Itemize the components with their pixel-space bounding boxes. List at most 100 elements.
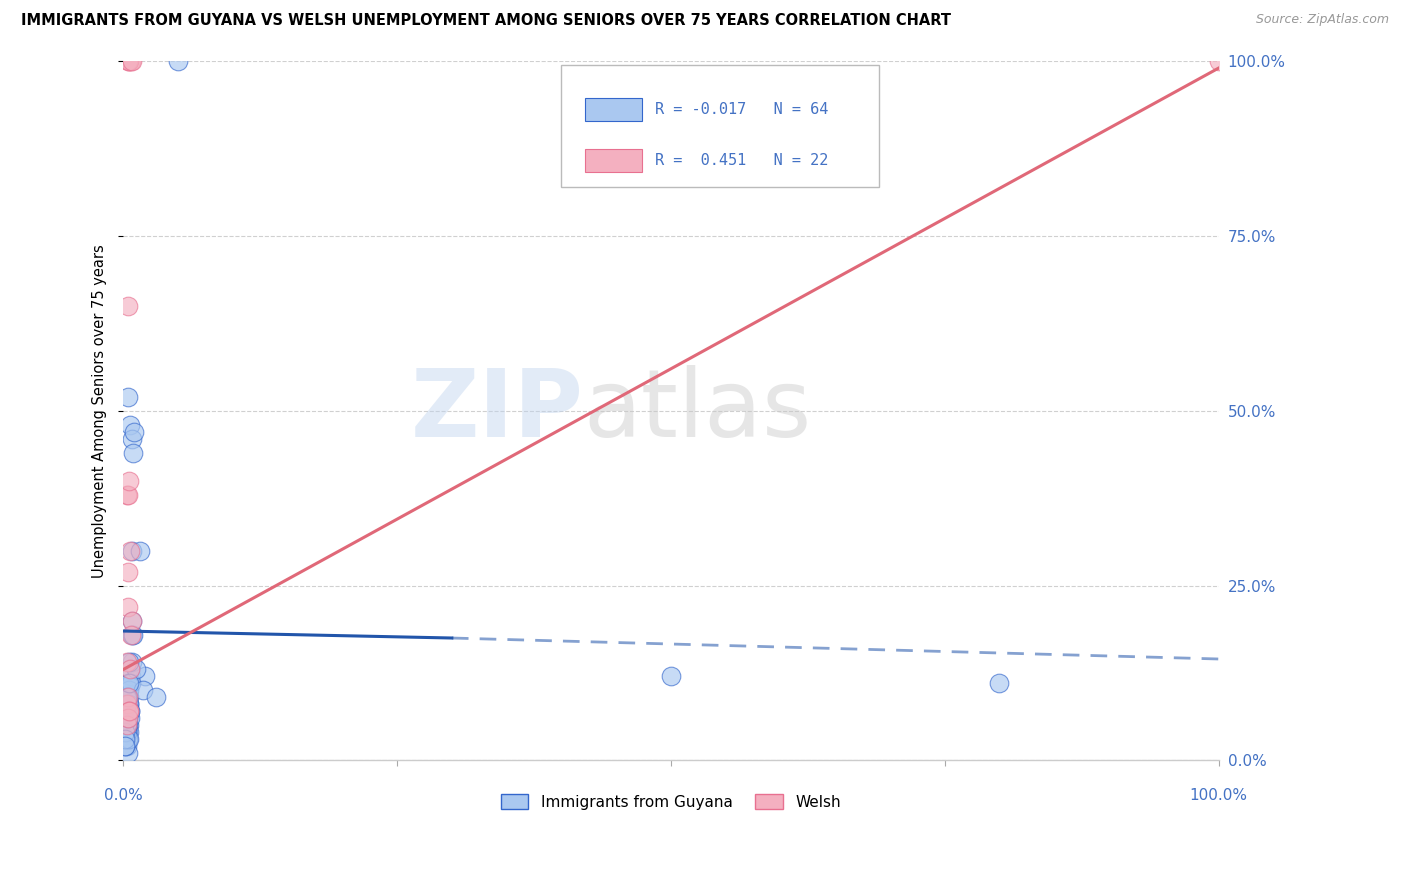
Point <box>121 54 143 69</box>
Point <box>118 663 141 677</box>
Point <box>114 718 136 732</box>
Point <box>115 698 138 712</box>
Point <box>132 683 155 698</box>
Point <box>145 690 167 705</box>
Text: 0.0%: 0.0% <box>104 789 142 804</box>
Text: R =  0.451   N = 22: R = 0.451 N = 22 <box>655 153 828 168</box>
Point <box>114 732 136 747</box>
Point <box>117 565 139 579</box>
Point <box>118 705 141 719</box>
Point <box>120 54 142 69</box>
Point <box>118 705 141 719</box>
Point <box>114 698 136 712</box>
Text: 100.0%: 100.0% <box>1189 789 1247 804</box>
Point <box>121 627 143 641</box>
Point <box>115 711 138 725</box>
Point <box>115 690 138 705</box>
Point <box>115 711 138 725</box>
Text: atlas: atlas <box>583 365 811 457</box>
Point <box>118 543 141 558</box>
Point <box>115 705 138 719</box>
Point <box>134 669 156 683</box>
Point <box>122 425 145 439</box>
Point <box>117 698 139 712</box>
Point <box>114 739 136 754</box>
Y-axis label: Unemployment Among Seniors over 75 years: Unemployment Among Seniors over 75 years <box>93 244 107 578</box>
Text: Source: ZipAtlas.com: Source: ZipAtlas.com <box>1256 13 1389 27</box>
Text: R = -0.017   N = 64: R = -0.017 N = 64 <box>655 102 828 117</box>
Point <box>117 732 139 747</box>
Point <box>117 488 139 502</box>
Legend: Immigrants from Guyana, Welsh: Immigrants from Guyana, Welsh <box>495 788 846 815</box>
Point <box>118 676 141 690</box>
Point <box>117 711 139 725</box>
Point <box>118 725 141 739</box>
Point <box>115 725 138 739</box>
Point <box>118 54 141 69</box>
Point <box>125 663 148 677</box>
Point <box>988 676 1011 690</box>
Point <box>117 711 139 725</box>
Point <box>114 739 136 754</box>
Point <box>114 711 136 725</box>
Point <box>115 698 138 712</box>
Text: ZIP: ZIP <box>411 365 583 457</box>
Point <box>117 54 139 69</box>
Point <box>118 698 141 712</box>
FancyBboxPatch shape <box>561 64 879 187</box>
Point <box>122 627 145 641</box>
Point <box>167 54 190 69</box>
Point <box>115 656 138 670</box>
Point <box>120 669 142 683</box>
Point <box>115 718 138 732</box>
Point <box>118 698 141 712</box>
Point <box>117 390 139 404</box>
Point <box>117 676 139 690</box>
Point <box>118 711 141 725</box>
Point <box>115 718 138 732</box>
Point <box>117 705 139 719</box>
Point <box>122 446 145 460</box>
Point <box>115 725 138 739</box>
Point <box>118 705 141 719</box>
Point <box>117 747 139 761</box>
Point <box>118 417 141 432</box>
Point <box>114 683 136 698</box>
Point <box>117 690 139 705</box>
Point <box>118 705 141 719</box>
Point <box>115 718 138 732</box>
Point <box>115 725 138 739</box>
Point <box>120 627 142 641</box>
Point <box>118 732 141 747</box>
Point <box>114 732 136 747</box>
Point <box>121 614 143 628</box>
Point <box>115 711 138 725</box>
Point <box>118 54 141 69</box>
Point <box>120 676 142 690</box>
Point <box>117 718 139 732</box>
Point <box>121 432 143 446</box>
Point <box>117 732 139 747</box>
Point <box>115 488 138 502</box>
Point <box>118 690 141 705</box>
Point <box>118 663 141 677</box>
Point <box>117 599 139 614</box>
Point <box>114 725 136 739</box>
FancyBboxPatch shape <box>585 149 641 171</box>
Point <box>121 656 143 670</box>
Point <box>118 656 141 670</box>
Point <box>118 718 141 732</box>
Point <box>1208 54 1230 69</box>
Point <box>118 474 141 488</box>
Point <box>121 614 143 628</box>
Point <box>117 690 139 705</box>
Point <box>118 705 141 719</box>
Point <box>114 690 136 705</box>
Point <box>117 299 139 313</box>
FancyBboxPatch shape <box>585 98 641 120</box>
Point <box>118 683 141 698</box>
Text: IMMIGRANTS FROM GUYANA VS WELSH UNEMPLOYMENT AMONG SENIORS OVER 75 YEARS CORRELA: IMMIGRANTS FROM GUYANA VS WELSH UNEMPLOY… <box>21 13 950 29</box>
Point <box>115 739 138 754</box>
Point <box>659 669 682 683</box>
Point <box>121 543 143 558</box>
